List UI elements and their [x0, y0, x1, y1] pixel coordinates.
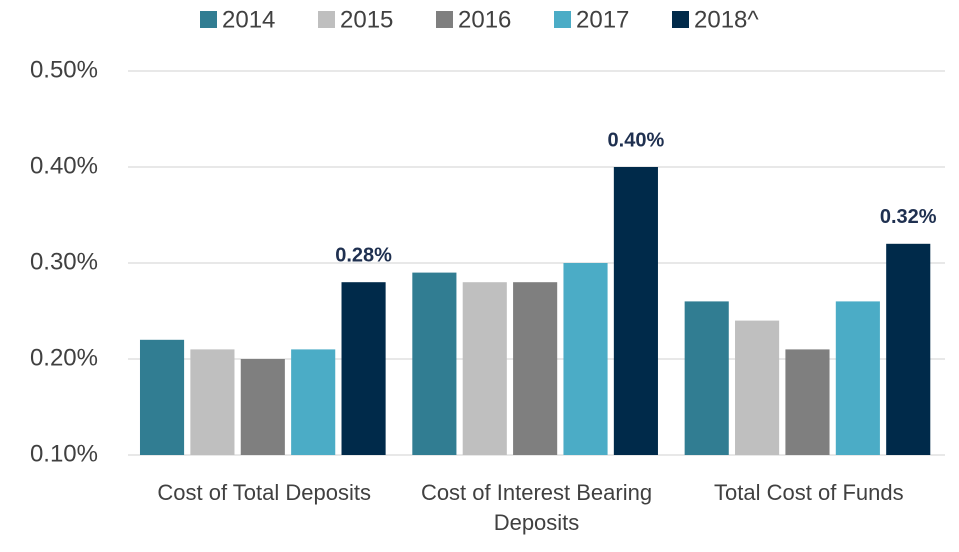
legend-label: 2016	[458, 6, 511, 33]
legend-swatch	[318, 11, 335, 28]
y-tick-label: 0.50%	[30, 56, 98, 83]
value-label: 0.32%	[880, 206, 937, 228]
bar	[835, 301, 880, 455]
legend-label: 2014	[222, 6, 275, 33]
y-tick-label: 0.30%	[30, 248, 98, 275]
bar	[735, 320, 780, 455]
bar	[341, 282, 386, 455]
value-label: 0.28%	[335, 244, 392, 266]
bar	[462, 282, 507, 455]
legend-label: 2018^	[694, 6, 759, 33]
legend-swatch	[436, 11, 453, 28]
legend-label: 2015	[340, 6, 393, 33]
legend-label: 2017	[576, 6, 629, 33]
bar	[240, 359, 285, 455]
legend-swatch	[200, 11, 217, 28]
bar	[785, 349, 830, 455]
x-tick-label: Cost of Total Deposits	[157, 480, 371, 505]
legend-swatch	[672, 11, 689, 28]
y-tick-label: 0.40%	[30, 152, 98, 179]
bar	[139, 339, 185, 455]
bar	[613, 167, 658, 455]
y-tick-label: 0.20%	[30, 344, 98, 371]
x-tick-label: Cost of Interest Bearing Deposits	[420, 480, 653, 535]
bar	[291, 349, 336, 455]
bar	[190, 349, 235, 455]
bar	[563, 263, 608, 455]
bar	[412, 272, 457, 455]
value-label: 0.40%	[608, 129, 665, 151]
legend-swatch	[554, 11, 571, 28]
bar	[684, 301, 729, 455]
bar	[513, 282, 558, 455]
bar	[886, 243, 931, 455]
y-tick-label: 0.10%	[30, 440, 98, 467]
x-tick-label: Total Cost of Funds	[714, 480, 904, 505]
